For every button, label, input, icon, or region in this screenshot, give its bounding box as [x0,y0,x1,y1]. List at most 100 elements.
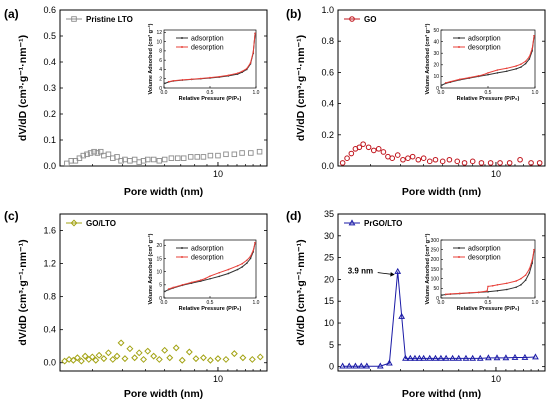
data-point [239,150,245,156]
y-tick-label: 0.6 [321,67,334,77]
data-point [192,355,200,363]
data-point [385,359,393,366]
data-point [398,312,406,319]
data-point [168,155,175,161]
desorption-point [515,65,517,67]
inset-y-tick-label: 20 [156,243,162,249]
y-tick-label: 0.3 [43,83,56,93]
data-point [352,362,359,369]
inset-y-tick-label: 150 [431,267,440,273]
adsorption-point [441,84,443,86]
data-point [389,155,396,161]
inset-legend-adsorption: adsorption [468,36,501,43]
inset-legend-desorption: desorption [468,45,501,52]
panel-a: (a) 0.0 0.1 0.2 0.3 0.4 0.5 0.6 10 Pore width (nm… [4,5,268,198]
desorption-point [227,74,230,77]
data-point [532,353,539,360]
desorption-curve [445,249,535,295]
inset-legend-desorption: desorption [468,255,501,262]
inset-y-tick-label: 15 [156,256,162,262]
y-tick-label: 20 [324,274,334,284]
data-point [339,160,346,166]
desorption-point [496,69,499,71]
inset-y-tick-label: 10 [156,39,162,45]
data-point [199,354,207,362]
y-tick-label: 0.2 [43,109,56,119]
legend-entry: PrGO/LTO [364,219,402,228]
data-point [402,354,409,361]
x-tick-label: 10 [491,169,501,179]
plot-frame [337,213,546,372]
adsorption-point [496,72,499,74]
data-point [214,355,222,363]
inset-y-tick-label: 300 [431,238,440,244]
y-tick-label: 1.0 [321,5,334,15]
x-tick-label: 10 [491,374,501,384]
desorption-point [241,70,243,73]
adsorption-point [528,58,531,60]
adsorption-point [520,66,522,68]
data-point [420,155,427,161]
desorption-point [218,271,220,274]
peak-annotation: 3.9 nm [348,267,373,276]
inset-legend-desorption: desorption [191,255,224,262]
legend-entry: GO/LTO [86,219,116,228]
y-tick-label: 0.0 [43,161,56,171]
data-point [493,354,501,361]
desorption-point [167,288,170,290]
inset-x-tick-label: 0.5 [485,300,492,306]
inset-y-tick-label: 50 [433,28,439,34]
data-point [144,347,152,355]
y-axis-title: dV/dD (cm³·g⁻¹·nm⁻¹) [17,35,29,141]
data-point [469,158,476,165]
inset-y-tick-label: 200 [431,257,440,263]
inset-x-tick-label: 0.0 [161,90,168,96]
data-point [476,354,484,361]
inset-x-tick-label: 0.5 [207,300,214,306]
data-point [150,352,158,360]
y-tick-label: 0.4 [43,325,56,335]
inset-legend-marker-desorption [458,256,460,258]
y-tick-label: 30 [324,231,334,241]
data-point [405,155,411,161]
data-point [536,160,543,166]
inset-x-title: Relative Pressure (P/P₀) [457,306,520,312]
inset-legend-marker-desorption [181,46,183,48]
data-point [357,362,365,369]
data-point [455,354,463,361]
data-point [126,345,134,353]
desorption-point [249,62,252,64]
desorption-point [200,77,202,80]
data-point [437,354,445,361]
adsorption-point [515,286,517,288]
data-point [135,349,143,357]
desorption-point [200,279,202,281]
data-point [131,354,139,362]
x-tick-label: 10 [213,169,223,179]
inset-x-title: Relative Pressure (P/P₀) [457,96,520,102]
inset-y-title: Volume Adsorbed (cm³ g⁻¹) [147,23,154,94]
inset-y-tick-label: 0 [159,296,162,302]
desorption-point [444,293,447,296]
data-point [409,153,416,160]
data-point [161,156,168,163]
inset-legend-marker-adsorption [181,37,183,39]
inset-isotherm: 0.0 0.5 1.0 0 5 10 15 20 Relative Pressure (P/P₀… [147,233,260,312]
inset-legend-marker-adsorption [458,37,460,39]
panel-label: (b) [286,7,301,21]
y-tick-label: 1.6 [43,226,56,236]
y-tick-label: 0.6 [43,5,56,15]
inset-y-tick-label: 10 [156,269,162,275]
desorption-point [209,275,211,277]
inset-y-tick-label: 20 [433,63,439,69]
data-point [380,149,387,155]
adsorption-point [241,266,243,268]
x-tick-label: 10 [213,374,223,384]
data-point [166,354,174,362]
data-point [94,150,101,156]
data-point [230,350,238,358]
inset-y-tick-label: 0 [436,296,439,302]
adsorption-point [524,62,527,65]
data-point [88,353,96,361]
